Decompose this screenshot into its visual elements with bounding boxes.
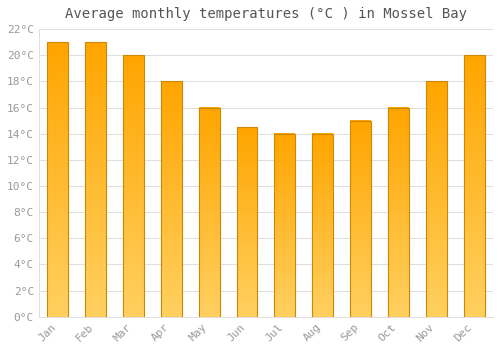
Bar — [426, 81, 446, 317]
Bar — [48, 42, 68, 317]
Bar — [161, 81, 182, 317]
Bar — [312, 134, 333, 317]
Bar — [350, 121, 371, 317]
Bar — [464, 55, 484, 317]
Bar — [274, 134, 295, 317]
Bar — [85, 42, 106, 317]
Bar — [123, 55, 144, 317]
Bar — [388, 107, 409, 317]
Bar — [236, 127, 258, 317]
Bar — [198, 107, 220, 317]
Title: Average monthly temperatures (°C ) in Mossel Bay: Average monthly temperatures (°C ) in Mo… — [65, 7, 467, 21]
